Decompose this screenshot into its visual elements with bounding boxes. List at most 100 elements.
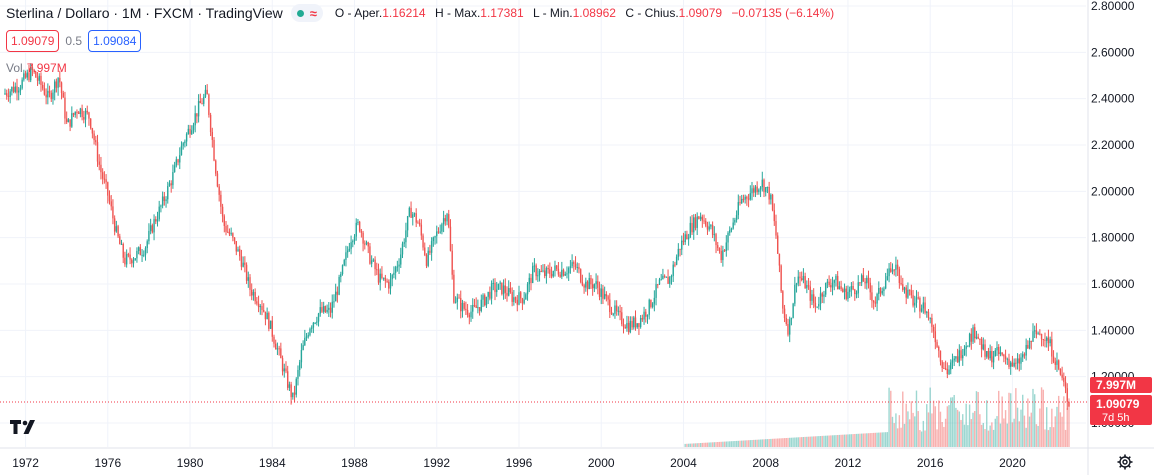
volume-bar [830, 435, 832, 447]
volume-bar [999, 423, 1002, 447]
volume-bar [948, 405, 950, 447]
candle-body [782, 291, 784, 309]
candle-body [975, 336, 978, 339]
volume-bar [924, 430, 926, 447]
volume-bar [754, 439, 757, 447]
candle-body [302, 345, 304, 351]
last-price-badge-bg [1090, 395, 1152, 425]
volume-bar [802, 437, 805, 447]
candle-body [1068, 401, 1070, 407]
candle-body [994, 350, 996, 357]
tradingview-logo-icon[interactable] [8, 415, 38, 437]
y-tick-label: 2.40000 [1091, 92, 1135, 106]
volume-bar [932, 400, 935, 447]
gear-icon[interactable] [1117, 454, 1133, 470]
y-tick-label: 2.80000 [1091, 0, 1135, 13]
candle-body [1022, 354, 1024, 358]
candle-body [972, 327, 974, 342]
close-label: C - Chius. [625, 6, 679, 20]
candle-body [148, 230, 150, 242]
candle-body [992, 356, 995, 363]
volume-bar [835, 435, 837, 447]
candle-body [919, 298, 921, 312]
volume-bar [836, 435, 839, 447]
buy-price-button[interactable]: 1.09084 [88, 30, 142, 52]
volume-bar [687, 443, 690, 447]
candle-body [703, 220, 705, 222]
candle-body [492, 282, 494, 284]
candle-body [167, 186, 169, 200]
candle-body [593, 284, 596, 289]
candle-body [884, 280, 887, 289]
candle-body [466, 310, 469, 315]
volume-bar [727, 441, 729, 447]
volume-bar [710, 442, 712, 447]
candle-body [780, 265, 782, 292]
candle-body [578, 266, 580, 270]
candle-body [62, 92, 64, 98]
candle-body [557, 268, 560, 275]
candle-body [667, 276, 669, 284]
candle-body [883, 288, 885, 291]
candle-body [240, 256, 243, 267]
candle-body [811, 294, 813, 301]
symbol-title[interactable]: Sterlina / Dollaro · 1M · FXCM · Trading… [6, 5, 283, 21]
volume-bar [843, 434, 846, 447]
volume-bar [722, 441, 724, 447]
volume-bar [944, 418, 947, 447]
volume-bar [718, 441, 721, 447]
candle-body [499, 282, 501, 284]
candle-body [926, 311, 928, 313]
candle-body [117, 226, 119, 237]
candle-body [530, 277, 532, 284]
candle-body [871, 292, 873, 301]
volume-bar [826, 435, 829, 447]
candle-body [634, 317, 637, 328]
candle-body [730, 228, 733, 231]
volume-bar [1047, 430, 1050, 447]
candle-body [95, 140, 97, 143]
candle-body [806, 285, 808, 289]
candle-body [107, 182, 109, 196]
candle-body [795, 283, 798, 285]
candle-body [722, 250, 724, 261]
candle-body [218, 186, 220, 195]
candle-body [674, 264, 676, 266]
candle-body [872, 300, 875, 303]
volume-bar [967, 425, 969, 447]
volume-bar [749, 440, 751, 447]
candle-body [40, 75, 42, 85]
candle-body [357, 221, 359, 223]
candle-body [727, 232, 729, 243]
volume-bar [881, 432, 883, 447]
candle-body [607, 296, 609, 300]
volume-bar [878, 432, 880, 447]
candle-body [912, 295, 914, 306]
sell-price-button[interactable]: 1.09079 [6, 30, 60, 52]
volume-bar [929, 387, 931, 447]
candle-body [550, 273, 553, 277]
candle-body [742, 198, 745, 200]
candle-body [874, 302, 877, 304]
candle-body [621, 312, 623, 325]
x-tick-label: 2012 [835, 456, 862, 470]
volume-bar [1023, 415, 1026, 447]
candle-body [410, 207, 412, 218]
y-tick-label: 1.80000 [1091, 231, 1135, 245]
volume-bar [953, 394, 955, 447]
volume-bar [828, 435, 830, 447]
candle-body [1044, 339, 1046, 341]
candle-body [184, 141, 186, 144]
volume-bar [987, 430, 990, 447]
candle-body [43, 88, 46, 95]
volume-bar [1045, 407, 1048, 447]
x-tick-label: 2000 [588, 456, 615, 470]
candle-body [924, 302, 926, 313]
candle-body [131, 259, 133, 264]
market-status-pill[interactable]: ≈ [290, 4, 323, 22]
candle-body [437, 231, 440, 233]
candle-body [561, 269, 563, 277]
volume-bar [725, 441, 728, 447]
candle-body [602, 288, 604, 299]
